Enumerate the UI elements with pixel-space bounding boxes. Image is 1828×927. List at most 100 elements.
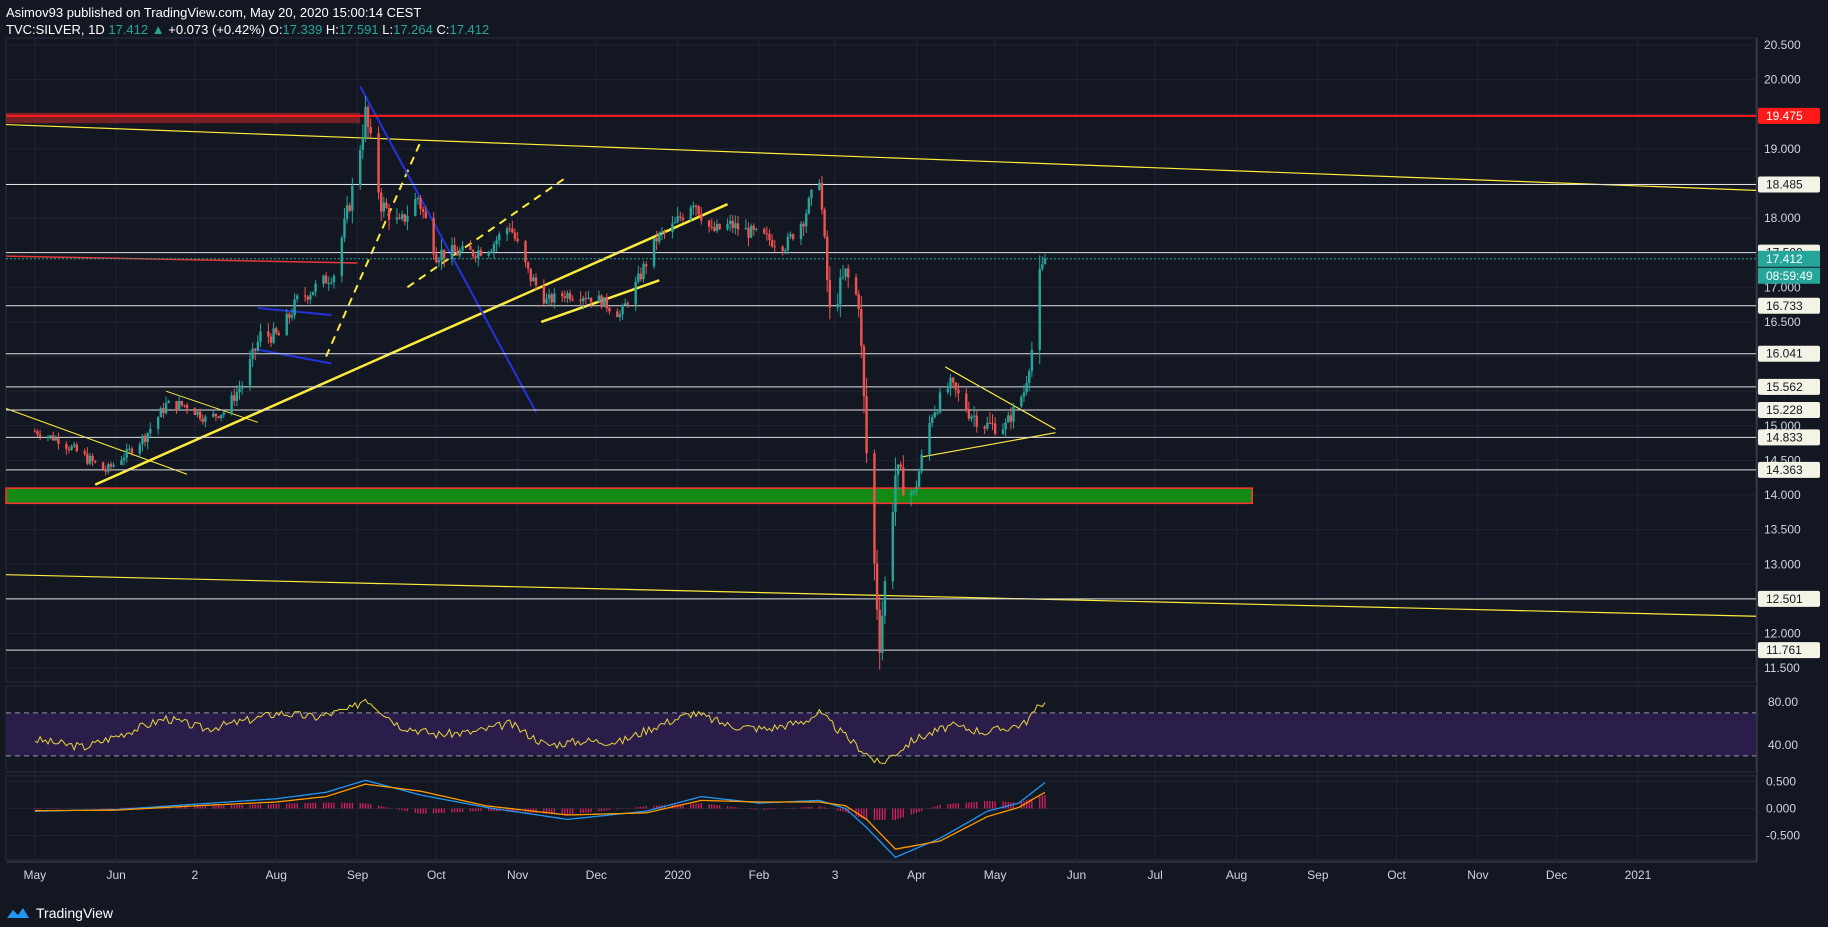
candle-body — [912, 490, 915, 493]
candle-body — [398, 217, 401, 219]
candle-body — [755, 228, 758, 230]
candle-body — [193, 408, 197, 415]
time-tick-label: 3 — [832, 868, 839, 882]
time-tick-label: Feb — [749, 868, 770, 882]
candle-body — [340, 237, 344, 276]
price-level-label: 12.501 — [1766, 592, 1803, 606]
candle-body — [91, 455, 94, 461]
candle-body — [217, 416, 220, 418]
candle-body — [878, 609, 881, 653]
candle-body — [988, 422, 992, 424]
candle-body — [700, 214, 703, 221]
candle-body — [65, 443, 68, 449]
price-tick-label: 15.000 — [1764, 419, 1801, 433]
symbol-name[interactable]: TVC:SILVER, 1D — [6, 22, 105, 37]
price-axis[interactable]: 11.50012.00012.50013.00013.50014.00014.5… — [1758, 38, 1820, 843]
price-levels — [6, 114, 1756, 651]
support-zone — [5, 487, 1254, 505]
candle-body — [196, 411, 199, 415]
candle-body — [639, 273, 643, 280]
trendline — [406, 175, 569, 289]
candle-body — [1038, 268, 1041, 350]
time-tick-label: Nov — [1467, 868, 1488, 882]
last-price: 17.412 — [108, 22, 149, 37]
price-tick-label: 17.000 — [1764, 280, 1801, 294]
candle-body — [865, 396, 868, 454]
candle-body — [747, 227, 750, 238]
candle-body — [212, 413, 215, 417]
candle-body — [671, 223, 674, 232]
time-axis[interactable]: May Jun 2 Aug Sep Oct Nov Dec 2020 Feb 3 Apr May Jun J… — [24, 868, 1652, 882]
candle-body — [505, 228, 509, 235]
candle-body — [86, 453, 89, 464]
candle-body — [789, 234, 792, 237]
candle-body — [600, 295, 603, 307]
candle-body — [603, 297, 606, 307]
time-tick-label: Jun — [107, 868, 126, 882]
candle-body — [1007, 415, 1010, 423]
candle-body — [382, 202, 386, 212]
candle-body — [770, 240, 774, 247]
candle-body — [309, 295, 312, 300]
candle-body — [240, 385, 244, 389]
price-tick-label: 13.500 — [1764, 523, 1801, 537]
candle-body — [949, 377, 952, 389]
candle-body — [623, 303, 627, 306]
candle-body — [461, 246, 464, 251]
candle-body — [156, 417, 160, 429]
candle-body — [403, 214, 407, 222]
price-tick-label: 20.500 — [1764, 38, 1801, 52]
low-value: 17.264 — [393, 22, 433, 37]
candle-body — [891, 512, 895, 582]
candle-body — [805, 213, 808, 227]
candle-body — [652, 238, 656, 267]
candle-body — [710, 226, 713, 228]
candle-body — [314, 283, 317, 292]
price-level-label: 15.228 — [1766, 403, 1803, 417]
candle-body — [713, 226, 716, 231]
candle-body — [324, 275, 328, 284]
time-tick-label: Dec — [1546, 868, 1567, 882]
brand-name: TradingView — [36, 905, 114, 921]
time-tick-label: Sep — [347, 868, 369, 882]
last-price-label: 17.412 — [1766, 252, 1803, 266]
price-tick-label: 11.500 — [1764, 661, 1800, 675]
time-tick-label: Nov — [507, 868, 528, 882]
price-level-label: 14.833 — [1766, 430, 1803, 444]
candle-body — [553, 293, 556, 303]
time-tick-label: Dec — [586, 868, 607, 882]
candle-body — [288, 313, 291, 318]
candle-body — [143, 435, 147, 443]
candle-body — [1030, 349, 1034, 372]
macd-tick-label: -0.500 — [1766, 829, 1800, 843]
candle-body — [1041, 264, 1044, 269]
candle-body — [177, 401, 181, 411]
price-change: +0.073 (+0.42%) — [168, 22, 266, 37]
time-tick-label: Aug — [1226, 868, 1247, 882]
trendline-drawings — [5, 85, 1757, 617]
last-price-tag — [1758, 250, 1820, 267]
candle-body — [49, 435, 52, 437]
candle-body — [550, 294, 553, 303]
candle-body — [1020, 396, 1023, 407]
price-level-tag — [1758, 590, 1820, 607]
candle-body — [763, 228, 766, 234]
candle-body — [965, 393, 968, 411]
candle-body — [582, 297, 585, 302]
trendline — [5, 255, 358, 264]
countdown-label: 08:59:49 — [1766, 269, 1813, 283]
candle-body — [400, 214, 404, 219]
rsi-tick-label: 80.00 — [1768, 695, 1798, 709]
price-level-tag — [1758, 401, 1820, 418]
candle-body — [432, 217, 435, 255]
candle-body — [1004, 422, 1007, 430]
candle-body — [290, 315, 294, 318]
price-level-tag — [1758, 461, 1820, 478]
candle-body — [563, 296, 567, 299]
chart-header: Asimov93 published on TradingView.com, M… — [6, 4, 489, 38]
candle-body — [547, 294, 551, 299]
price-level-tag — [1758, 642, 1820, 659]
candle-body — [479, 250, 483, 256]
candle-body — [33, 431, 37, 433]
